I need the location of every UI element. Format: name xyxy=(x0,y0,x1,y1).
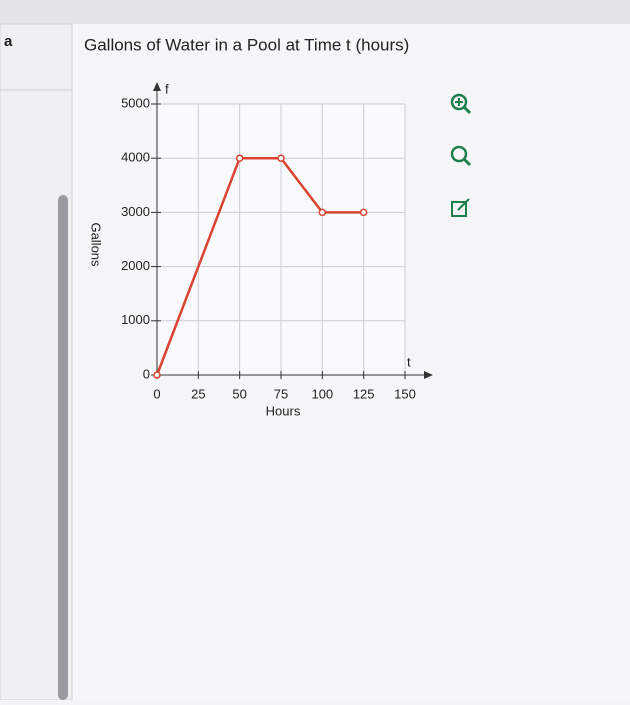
x-axis-label: Hours xyxy=(266,403,301,418)
data-point xyxy=(318,208,327,217)
popout-icon[interactable] xyxy=(451,198,470,217)
x-tick-label: 150 xyxy=(394,386,416,401)
zoom-out-icon[interactable] xyxy=(450,145,472,167)
x-axis-arrow xyxy=(424,371,433,379)
x-tick-label: 75 xyxy=(274,386,288,401)
y-tick-label: 2000 xyxy=(121,258,150,273)
zoom-in-icon[interactable] xyxy=(450,93,472,115)
y-axis-label: Gallons xyxy=(89,222,104,267)
y-axis-arrow xyxy=(153,82,161,91)
plot: 0 25 50 75 100 125 150 0 1000 2000 3000 4000 5000 t f H… xyxy=(89,81,433,418)
x-tick-label: 0 xyxy=(153,386,160,401)
data-point xyxy=(277,154,285,162)
y-tick-label: 1000 xyxy=(121,312,150,327)
y-tick-label: 3000 xyxy=(121,204,150,219)
x-tick-label: 125 xyxy=(353,386,375,401)
x-tick-label: 100 xyxy=(311,386,333,401)
y-tick-label: 5000 xyxy=(121,95,150,110)
data-point xyxy=(235,154,244,162)
y-tick-label: 4000 xyxy=(121,150,150,165)
data-point xyxy=(153,371,161,379)
y-tick-label: 0 xyxy=(143,366,150,381)
y-axis-letter: f xyxy=(165,81,169,96)
x-axis-letter: t xyxy=(407,354,411,369)
chart-title: Gallons of Water in a Pool at Time t (ho… xyxy=(84,35,409,54)
data-point xyxy=(359,208,368,217)
x-tick-label: 25 xyxy=(191,386,205,401)
top-bar xyxy=(0,0,630,24)
scrollbar[interactable] xyxy=(58,195,68,700)
x-tick-label: 50 xyxy=(232,386,246,401)
sidebar-label: a xyxy=(4,33,13,50)
